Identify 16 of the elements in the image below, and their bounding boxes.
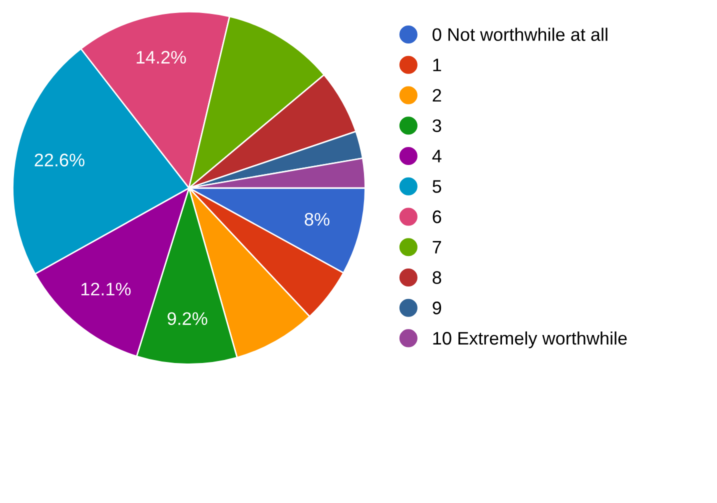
- legend-label: 4: [432, 150, 442, 162]
- legend-label: 0 Not worthwhile at all: [432, 28, 608, 41]
- legend-label: 7: [432, 240, 442, 254]
- legend-label: 8: [432, 271, 442, 284]
- data-label: 9.2%: [168, 312, 208, 326]
- legend-label: 1: [433, 58, 442, 72]
- legend-label: 10 Extremely worthwhile: [433, 331, 627, 348]
- legend-label: 5: [432, 180, 442, 193]
- legend-label: 6: [432, 210, 442, 224]
- data-label: 22.6%: [34, 154, 84, 166]
- legend-label: 3: [432, 119, 442, 132]
- legend-label: 9: [432, 302, 442, 314]
- data-label: 12.1%: [81, 282, 131, 296]
- data-label: 14.2%: [136, 50, 186, 64]
- data-label: 8%: [304, 212, 330, 226]
- legend-label: 2: [432, 88, 442, 102]
